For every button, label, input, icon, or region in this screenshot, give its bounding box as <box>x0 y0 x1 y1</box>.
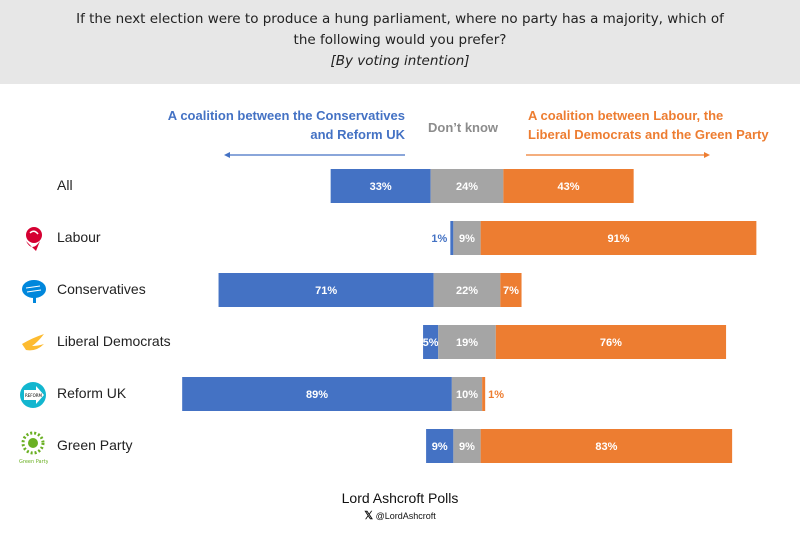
legend-left: A coalition between the Conservatives an… <box>168 106 405 144</box>
row-label-conservatives: Conservatives <box>57 281 146 297</box>
row-label-all: All <box>57 177 73 193</box>
legend-dont-know: Don’t know <box>428 120 499 135</box>
data-label-labour-libdem-green: 76% <box>600 337 622 349</box>
bar-labour-libdem-green <box>503 169 634 203</box>
question-text: If the next election were to produce a h… <box>76 11 724 48</box>
data-label-conservative-reform: 71% <box>315 285 337 297</box>
legend-right-line1: A coalition between Labour, the <box>528 108 724 123</box>
bar-dont-know <box>451 377 483 411</box>
bar-conservative-reform <box>426 429 454 463</box>
bar-dont-know <box>438 325 496 359</box>
bar-conservative-reform <box>218 273 434 307</box>
question-header: If the next election were to produce a h… <box>0 0 800 84</box>
green-logo-text: Green Party <box>19 459 48 465</box>
data-label-labour-libdem-green: 43% <box>557 181 579 193</box>
row-label-labour: Labour <box>57 229 101 245</box>
reform-uk-arrow-icon: REFORM <box>20 382 46 408</box>
legend-left-line1: A coalition between the Conservatives <box>167 108 405 123</box>
bar-dont-know <box>453 429 481 463</box>
libdem-bird-icon <box>22 334 44 351</box>
row-label-green: Green Party <box>57 437 133 453</box>
subtitle: [By voting intention] <box>330 53 470 69</box>
bar-dont-know <box>453 221 481 255</box>
labour-rose-icon <box>26 227 42 251</box>
footer-brand: Lord Ashcroft Polls <box>341 490 459 506</box>
row-label-reform: Reform UK <box>57 385 127 401</box>
data-label-dont-know: 19% <box>456 337 478 349</box>
bar-labour-libdem-green <box>500 273 522 307</box>
data-label-dont-know: 9% <box>459 441 475 453</box>
green-party-logo-icon: Green Party <box>19 431 48 465</box>
data-label-labour-libdem-green: 7% <box>503 285 519 297</box>
legend-left-line2: and Reform UK <box>310 127 405 142</box>
bar-conservative-reform <box>182 377 452 411</box>
bar-dont-know <box>430 169 504 203</box>
legend-right: A coalition between Labour, the Liberal … <box>528 106 769 144</box>
data-label-conservative-reform: 9% <box>432 441 448 453</box>
data-label-dont-know: 10% <box>456 389 478 401</box>
data-label-dont-know: 9% <box>459 233 475 245</box>
legend-right-line2: Liberal Democrats and the Green Party <box>528 127 769 142</box>
footer-handle: @LordAshcroft <box>375 511 436 521</box>
bar-conservative-reform <box>423 325 439 359</box>
conservative-tree-icon <box>22 280 46 303</box>
bar-labour-libdem-green <box>480 429 733 463</box>
x-logo-icon: 𝕏 <box>364 510 374 522</box>
data-label-conservative-reform: 33% <box>370 181 392 193</box>
data-label-conservative-reform: 1% <box>431 233 447 245</box>
data-label-labour-libdem-green: 91% <box>607 233 629 245</box>
bar-labour-libdem-green <box>480 221 757 255</box>
data-label-dont-know: 24% <box>456 181 478 193</box>
data-label-dont-know: 22% <box>456 285 478 297</box>
data-label-conservative-reform: 89% <box>306 389 328 401</box>
data-label-conservative-reform: 5% <box>423 337 439 349</box>
bar-conservative-reform <box>450 221 454 255</box>
bar-conservative-reform <box>330 169 431 203</box>
row-label-libdems: Liberal Democrats <box>57 333 171 349</box>
reform-logo-text: REFORM <box>25 393 43 398</box>
data-label-labour-libdem-green: 83% <box>595 441 617 453</box>
bar-labour-libdem-green <box>482 377 486 411</box>
bar-dont-know <box>433 273 501 307</box>
bar-labour-libdem-green <box>495 325 727 359</box>
footer-handle-row: 𝕏 @LordAshcroft <box>0 509 800 522</box>
data-label-labour-libdem-green: 1% <box>488 389 504 401</box>
